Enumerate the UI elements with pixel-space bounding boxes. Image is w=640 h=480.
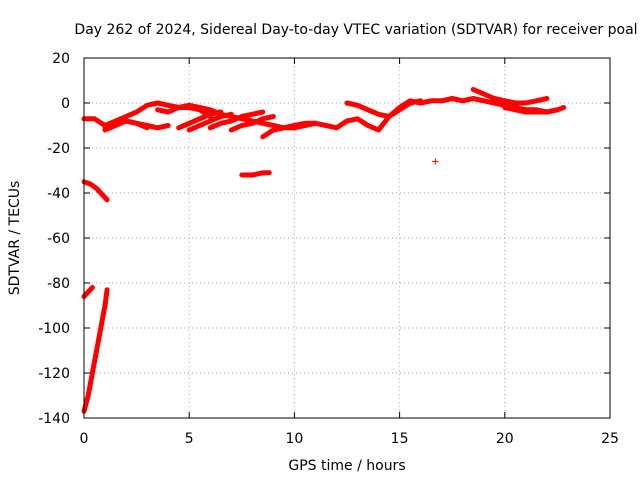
series-track-c bbox=[102, 118, 150, 133]
x-tick-label: 5 bbox=[185, 431, 194, 447]
grid-lines bbox=[84, 58, 610, 418]
y-tick-labels: -140 -120 -100 -80 -60 -40 -20 0 20 bbox=[38, 51, 70, 427]
series-track-n bbox=[502, 105, 567, 115]
series-track-p bbox=[81, 179, 110, 203]
y-tick-label: -60 bbox=[47, 231, 70, 247]
series-track-m bbox=[470, 87, 550, 106]
x-tick-label: 10 bbox=[285, 431, 303, 447]
outlier-point bbox=[432, 158, 439, 165]
y-tick-label: -40 bbox=[47, 186, 70, 202]
series-track-e bbox=[176, 109, 224, 131]
series-track-o bbox=[239, 170, 272, 178]
y-tick-label: -140 bbox=[38, 411, 70, 427]
y-tick-label: -20 bbox=[47, 141, 70, 157]
data-points bbox=[432, 158, 439, 165]
x-tick-label: 25 bbox=[601, 431, 619, 447]
x-tick-labels: 0 5 10 15 20 25 bbox=[80, 431, 619, 447]
y-axis-label: SDTVAR / TECUs bbox=[7, 181, 23, 296]
x-tick-label: 20 bbox=[496, 431, 514, 447]
x-tick-label: 15 bbox=[391, 431, 409, 447]
y-tick-label: 20 bbox=[52, 51, 70, 67]
series-track-r bbox=[81, 285, 95, 299]
x-axis-label: GPS time / hours bbox=[288, 458, 405, 474]
series-track-d bbox=[155, 105, 213, 119]
y-tick-label: -80 bbox=[47, 276, 70, 292]
y-tick-label: -100 bbox=[38, 321, 70, 337]
chart-title: Day 262 of 2024, Sidereal Day-to-day VTE… bbox=[74, 22, 637, 38]
series-track-g bbox=[207, 109, 266, 131]
series-track-f bbox=[186, 111, 234, 133]
series-track-h bbox=[228, 114, 276, 133]
axis-ticks bbox=[83, 57, 611, 419]
series-track-q bbox=[81, 287, 110, 414]
series-track-k bbox=[344, 98, 424, 119]
x-tick-label: 0 bbox=[80, 431, 89, 447]
y-tick-label: 0 bbox=[61, 96, 70, 112]
data-series bbox=[81, 87, 567, 414]
y-tick-label: -120 bbox=[38, 366, 70, 382]
